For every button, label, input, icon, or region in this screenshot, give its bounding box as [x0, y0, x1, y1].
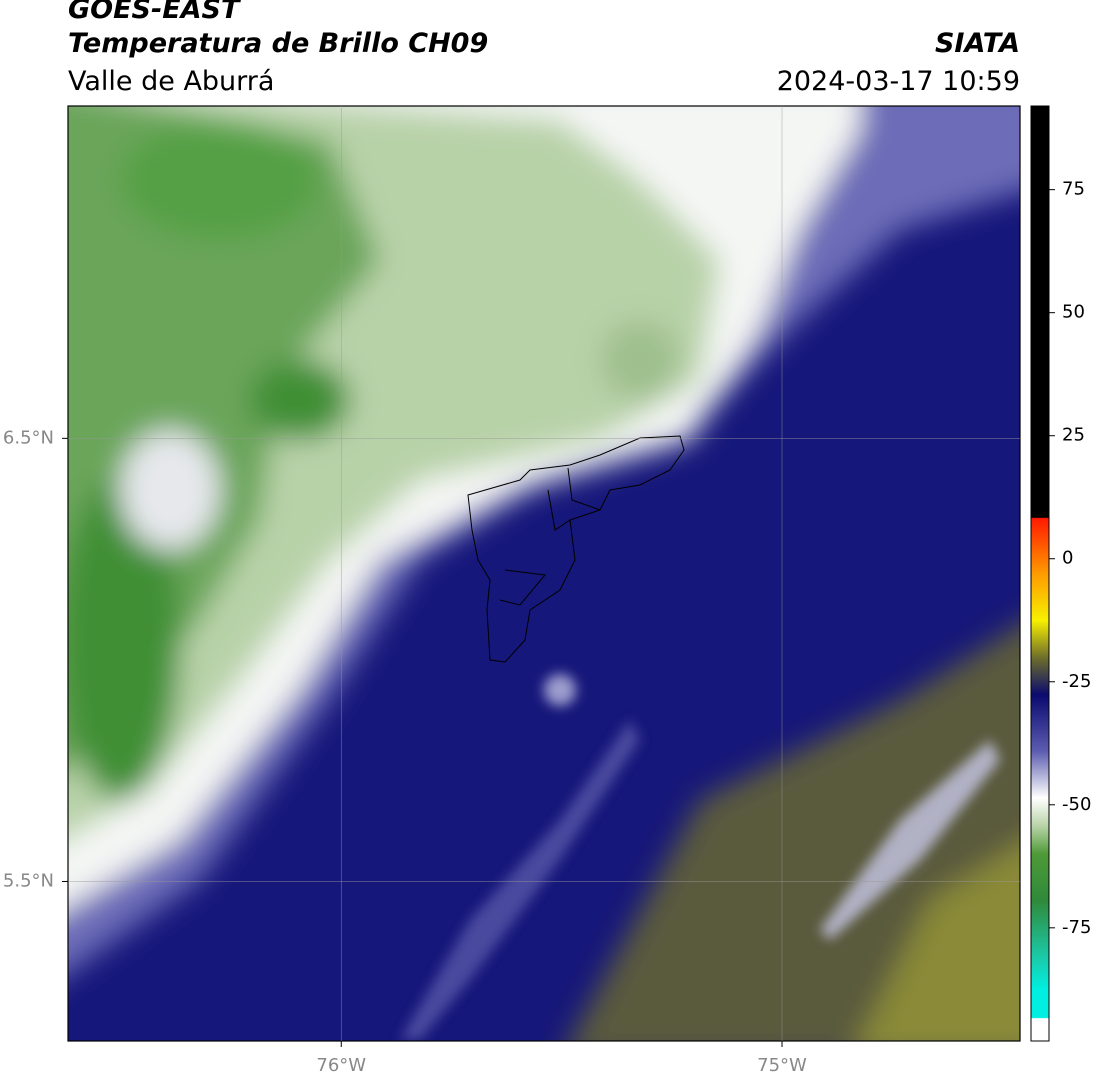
brand: SIATA	[934, 28, 1020, 59]
colorbar-tick-label: 75	[1062, 179, 1085, 200]
x-tick-label: 75°W	[757, 1055, 807, 1076]
cloud-streaks	[400, 674, 1000, 1040]
x-tick-label: 76°W	[316, 1055, 366, 1076]
municipal-boundaries	[467, 435, 685, 663]
map-field	[68, 106, 1020, 1041]
region: Valle de Aburrá	[68, 66, 275, 97]
colorbar-tick-label: 0	[1062, 548, 1073, 569]
colorbar-tick-label: -75	[1062, 917, 1091, 938]
title: GOES-EAST	[68, 0, 240, 25]
map-frame	[67, 105, 1021, 1042]
colorbar-tick-label: -25	[1062, 671, 1091, 692]
timestamp: 2024-03-17 10:59	[776, 66, 1020, 97]
colorbar-tick-label: -50	[1062, 794, 1091, 815]
y-tick-label: 5.5°N	[3, 870, 54, 891]
subtitle: Temperatura de Brillo CH09	[68, 28, 489, 59]
y-tick-label: 6.5°N	[3, 427, 54, 448]
colorbar-tick-label: 25	[1062, 425, 1085, 446]
colorbar	[1030, 105, 1050, 1042]
colorbar-tick-label: 50	[1062, 302, 1085, 323]
